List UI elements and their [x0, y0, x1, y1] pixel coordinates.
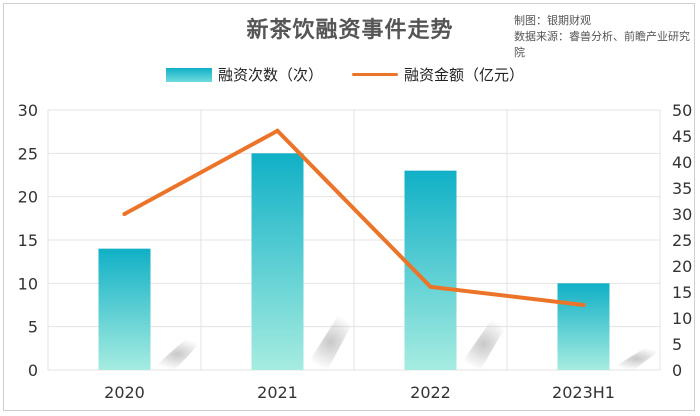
y-left-tick-label: 30	[18, 101, 38, 120]
line-point	[428, 284, 433, 289]
bar-mark	[98, 248, 151, 370]
y-left-tick-label: 0	[28, 361, 38, 380]
y-right-tick-label: 10	[672, 309, 692, 328]
y-right-tick-label: 0	[672, 361, 682, 380]
x-tick-label: 2021	[257, 383, 298, 402]
bar-shadow	[456, 318, 511, 370]
x-tick-label: 2022	[410, 383, 451, 402]
legend-item-line-series: 融资金额（亿元）	[352, 64, 524, 85]
x-tick-label: 2023H1	[552, 383, 615, 402]
y-left-tick-label: 5	[28, 318, 38, 337]
credit-source: 数据来源：睿兽分析、前瞻产业研究院	[514, 30, 690, 59]
y-right-tick-label: 20	[672, 257, 692, 276]
y-right-tick-label: 50	[672, 101, 692, 120]
legend-line-swatch	[352, 73, 398, 76]
legend-line-label: 融资金额（亿元）	[404, 66, 525, 84]
y-left-tick-label: 15	[18, 231, 38, 250]
y-right-tick-label: 40	[672, 153, 692, 172]
y-right-tick-label: 35	[672, 179, 692, 198]
y-right-tick-label: 45	[672, 127, 692, 146]
legend-bar-label: 融资次数（次）	[218, 66, 324, 84]
y-right-tick-label: 25	[672, 231, 692, 250]
chart-legend: 融资次数（次） 融资金额（亿元）	[0, 64, 700, 86]
line-point	[581, 303, 586, 307]
line-series-amount	[122, 128, 586, 307]
y-left-tick-label: 10	[18, 274, 38, 293]
x-tick-label: 2020	[104, 383, 145, 402]
bar-shadow	[609, 347, 664, 370]
y-left-tick-label: 25	[18, 144, 38, 163]
y-right-tick-label: 30	[672, 205, 692, 224]
chart-title: 新茶饮融资事件走势	[246, 18, 454, 43]
line-point	[122, 212, 127, 216]
bar-mark	[251, 153, 304, 370]
bar-shadow	[150, 338, 205, 370]
legend-item-bar-series: 融资次数（次）	[166, 64, 323, 85]
legend-bar-swatch	[166, 67, 212, 82]
y-right-tick-label: 5	[672, 335, 682, 354]
y-left-tick-label: 20	[18, 188, 38, 207]
y-right-tick-label: 15	[672, 283, 692, 302]
line-point	[275, 128, 280, 133]
credit-maker: 制图：银期财观	[514, 14, 591, 27]
bar-shadow	[303, 313, 358, 370]
bar-mark	[557, 283, 610, 370]
